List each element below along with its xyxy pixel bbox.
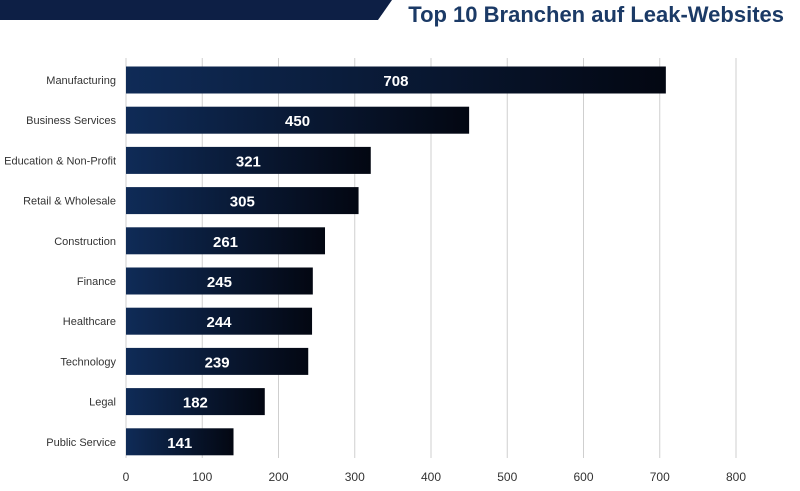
- bar-value-label: 305: [230, 194, 255, 211]
- bar: [126, 66, 666, 94]
- bar: [126, 388, 265, 416]
- bar: [126, 428, 234, 456]
- x-tick-label: 100: [192, 470, 212, 484]
- category-label: Business Services: [26, 115, 116, 127]
- x-tick-label: 500: [497, 470, 517, 484]
- bar: [126, 307, 313, 335]
- bar-value-label: 245: [207, 274, 232, 291]
- header-banner: [0, 0, 392, 20]
- category-label: Legal: [89, 397, 116, 409]
- category-label: Finance: [77, 276, 116, 288]
- bar: [126, 347, 309, 375]
- bar-value-label: 261: [213, 234, 238, 251]
- bar: [126, 267, 313, 295]
- bar-value-label: 141: [167, 435, 192, 452]
- x-tick-label: 300: [345, 470, 365, 484]
- x-tick-label: 400: [421, 470, 441, 484]
- chart-title: Top 10 Branchen auf Leak-Websites: [408, 2, 784, 27]
- category-label: Manufacturing: [46, 75, 116, 87]
- bar: [126, 187, 359, 215]
- bars: 708 450 321 305 261 245 244 239 182 141: [126, 66, 666, 456]
- bar: [126, 106, 470, 134]
- category-label: Construction: [54, 236, 116, 248]
- bar-value-label: 450: [285, 113, 310, 130]
- bar-value-label: 708: [383, 73, 408, 90]
- category-label: Technology: [60, 356, 116, 368]
- x-tick-label: 0: [123, 470, 130, 484]
- bar-value-label: 239: [205, 354, 230, 371]
- x-axis-ticks: 0 100 200 300 400 500 600 700 800: [123, 470, 747, 484]
- x-tick-label: 200: [268, 470, 288, 484]
- bar-value-label: 321: [236, 153, 261, 170]
- category-labels: Manufacturing Business Services Education …: [4, 75, 116, 449]
- x-tick-label: 600: [573, 470, 593, 484]
- bar-value-label: 182: [183, 395, 208, 412]
- bar: [126, 146, 371, 174]
- category-label: Education & Non-Profit: [4, 155, 116, 167]
- bar-value-label: 244: [207, 314, 233, 331]
- category-label: Public Service: [46, 437, 116, 449]
- x-tick-label: 800: [726, 470, 746, 484]
- category-label: Healthcare: [63, 316, 116, 328]
- x-tick-label: 700: [650, 470, 670, 484]
- bar: [126, 227, 326, 255]
- category-label: Retail & Wholesale: [23, 196, 116, 208]
